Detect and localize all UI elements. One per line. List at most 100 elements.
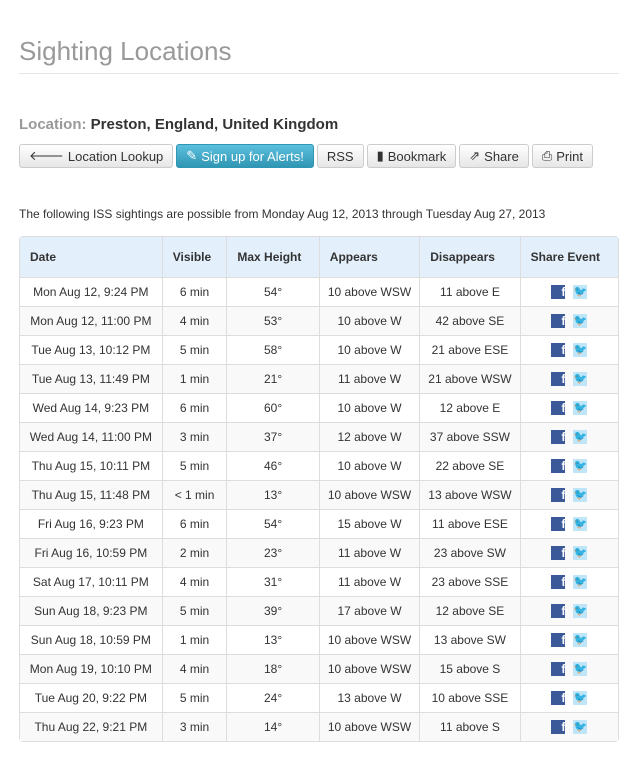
twitter-icon[interactable]: 🐦 (573, 720, 588, 735)
location: Location: Preston, England, United Kingd… (19, 116, 338, 133)
table-cell: 37° (226, 422, 319, 451)
column-header: Appears (318, 237, 420, 277)
facebook-icon[interactable]: f (551, 430, 566, 445)
table-cell: 21° (226, 364, 319, 393)
column-header: Date (20, 237, 162, 277)
table-cell: 10 above WSW (318, 480, 420, 509)
facebook-icon[interactable]: f (551, 662, 566, 677)
location-lookup-button[interactable]: 🡐 Location Lookup (19, 144, 174, 168)
table-cell: < 1 min (161, 480, 227, 509)
table-cell: 4 min (161, 306, 227, 335)
facebook-icon[interactable]: f (551, 720, 566, 735)
share-icon: ⇗ (469, 148, 481, 163)
share-cell: f 🐦 (519, 451, 618, 480)
twitter-icon[interactable]: 🐦 (573, 517, 588, 532)
table-cell: 3 min (161, 712, 227, 741)
table-header: Date Visible Max Height Appears Disappears Sh… (20, 237, 618, 277)
twitter-icon[interactable]: 🐦 (573, 546, 588, 561)
sightings-table: Date Visible Max Height Appears Disappears Sh… (19, 236, 619, 742)
table-cell: 12 above W (318, 422, 420, 451)
rss-button[interactable]: RSS (316, 144, 364, 168)
table-row: Mon Aug 12, 9:24 PM 6 min 54° 10 above WSW 1… (20, 277, 618, 306)
table-cell: 13 above WSW (419, 480, 520, 509)
page-title: Sighting Locations (19, 36, 232, 66)
table-cell: 1 min (161, 364, 227, 393)
column-header: Share Event (519, 237, 618, 277)
table-cell: 3 min (161, 422, 227, 451)
sign-up-for-alerts-button[interactable]: ✎ Sign up for Alerts! (176, 144, 314, 168)
table-cell: Sat Aug 17, 10:11 PM (20, 567, 162, 596)
twitter-icon[interactable]: 🐦 (573, 343, 588, 358)
facebook-icon[interactable]: f (551, 488, 566, 503)
share-cell: f 🐦 (519, 567, 618, 596)
table-cell: Wed Aug 14, 11:00 PM (20, 422, 162, 451)
location-label: Location: (19, 116, 87, 133)
facebook-icon[interactable]: f (551, 546, 566, 561)
share-cell: f 🐦 (519, 335, 618, 364)
button-label: Sign up for Alerts! (201, 148, 304, 164)
facebook-icon[interactable]: f (551, 343, 566, 358)
table-cell: 24° (226, 683, 319, 712)
table-cell: Mon Aug 12, 9:24 PM (20, 277, 162, 306)
table-row: Thu Aug 22, 9:21 PM 3 min 14° 10 above WSW 1… (20, 712, 618, 741)
twitter-icon[interactable]: 🐦 (573, 401, 588, 416)
facebook-icon[interactable]: f (551, 372, 566, 387)
table-cell: 1 min (161, 625, 227, 654)
facebook-icon[interactable]: f (551, 517, 566, 532)
twitter-icon[interactable]: 🐦 (573, 285, 588, 300)
twitter-icon[interactable]: 🐦 (573, 314, 588, 329)
facebook-icon[interactable]: f (551, 633, 566, 648)
table-cell: 12 above SE (419, 596, 520, 625)
table-cell: Fri Aug 16, 10:59 PM (20, 538, 162, 567)
table-row: Sun Aug 18, 9:23 PM 5 min 39° 17 above W 12 … (20, 596, 618, 625)
facebook-icon[interactable]: f (551, 459, 566, 474)
column-header: Visible (161, 237, 227, 277)
table-cell: Mon Aug 12, 11:00 PM (20, 306, 162, 335)
facebook-icon[interactable]: f (551, 691, 566, 706)
bookmark-button[interactable]: ▮ Bookmark (366, 144, 457, 168)
table-cell: Mon Aug 19, 10:10 PM (20, 654, 162, 683)
facebook-icon[interactable]: f (551, 314, 566, 329)
table-cell: 10 above WSW (318, 625, 420, 654)
table-cell: 10 above W (318, 451, 420, 480)
button-label: Share (484, 148, 519, 164)
table-cell: 12 above E (419, 393, 520, 422)
share-cell: f 🐦 (519, 306, 618, 335)
twitter-icon[interactable]: 🐦 (573, 633, 588, 648)
facebook-icon[interactable]: f (551, 575, 566, 590)
table-cell: 13 above W (318, 683, 420, 712)
table-cell: 11 above S (419, 712, 520, 741)
bookmark-icon: ▮ (376, 148, 384, 163)
table-cell: Tue Aug 20, 9:22 PM (20, 683, 162, 712)
twitter-icon[interactable]: 🐦 (573, 372, 588, 387)
table-cell: Wed Aug 14, 9:23 PM (20, 393, 162, 422)
facebook-icon[interactable]: f (551, 401, 566, 416)
table-cell: 11 above W (318, 364, 420, 393)
twitter-icon[interactable]: 🐦 (573, 691, 588, 706)
twitter-icon[interactable]: 🐦 (573, 575, 588, 590)
table-row: Mon Aug 12, 11:00 PM 4 min 53° 10 above W 42… (20, 306, 618, 335)
location-value: Preston, England, United Kingdom (90, 116, 339, 133)
table-row: Tue Aug 20, 9:22 PM 5 min 24° 13 above W 10 … (20, 683, 618, 712)
twitter-icon[interactable]: 🐦 (573, 430, 588, 445)
share-cell: f 🐦 (519, 422, 618, 451)
facebook-icon[interactable]: f (551, 604, 566, 619)
share-cell: f 🐦 (519, 277, 618, 306)
table-cell: 58° (226, 335, 319, 364)
share-cell: f 🐦 (519, 393, 618, 422)
table-row: Wed Aug 14, 9:23 PM 6 min 60° 10 above W 12 … (20, 393, 618, 422)
twitter-icon[interactable]: 🐦 (573, 459, 588, 474)
share-cell: f 🐦 (519, 364, 618, 393)
table-row: Sun Aug 18, 10:59 PM 1 min 13° 10 above WSW… (20, 625, 618, 654)
table-row: Tue Aug 13, 11:49 PM 1 min 21° 11 above W 21… (20, 364, 618, 393)
twitter-icon[interactable]: 🐦 (573, 488, 588, 503)
facebook-icon[interactable]: f (551, 285, 566, 300)
table-cell: 21 above ESE (419, 335, 520, 364)
table-row: Wed Aug 14, 11:00 PM 3 min 37° 12 above W 37… (20, 422, 618, 451)
print-button[interactable]: ⎙ Print (531, 144, 593, 168)
twitter-icon[interactable]: 🐦 (573, 662, 588, 677)
twitter-icon[interactable]: 🐦 (573, 604, 588, 619)
table-row: Thu Aug 15, 11:48 PM < 1 min 13° 10 above W… (20, 480, 618, 509)
share-button[interactable]: ⇗ Share (459, 144, 529, 168)
table-cell: 42 above SE (419, 306, 520, 335)
